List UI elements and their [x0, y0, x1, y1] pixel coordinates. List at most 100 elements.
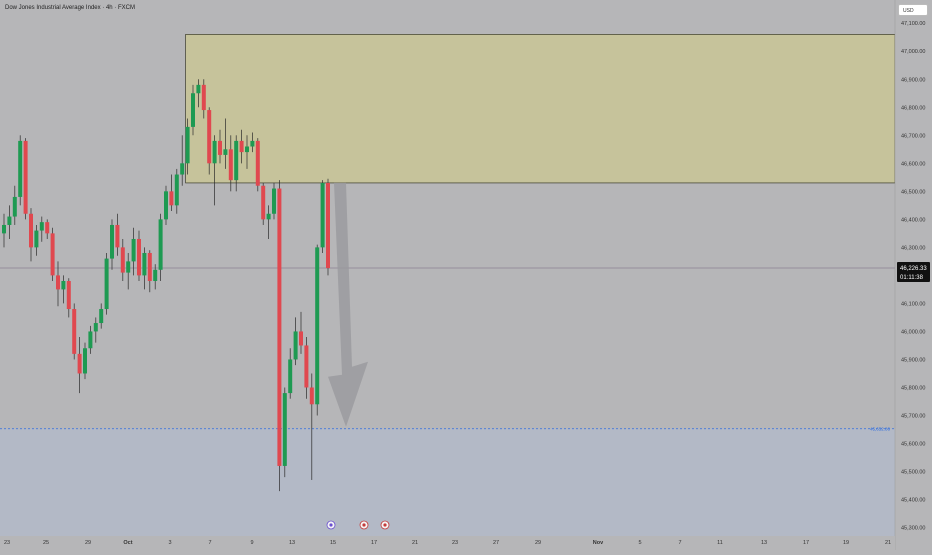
event-marker-icon[interactable]	[326, 520, 336, 530]
x-tick-label: 3	[168, 540, 171, 546]
y-tick-label: 45,600.00	[901, 442, 925, 448]
currency-selector[interactable]: USD	[898, 4, 928, 16]
candle	[277, 180, 282, 492]
y-tick-label: 45,700.00	[901, 414, 925, 420]
candle	[272, 182, 276, 220]
chart-title: Dow Jones Industrial Average Index · 4h …	[5, 5, 135, 11]
supply-zone[interactable]	[185, 34, 896, 184]
candle-body	[137, 238, 141, 276]
candle-body	[66, 281, 71, 310]
candle-body	[83, 348, 87, 374]
candle-body	[250, 140, 255, 147]
candle-body	[131, 238, 136, 262]
y-tick-label: 47,000.00	[901, 49, 925, 55]
candle-body	[266, 213, 271, 220]
lower-zone-shading	[0, 428, 895, 550]
candle	[223, 118, 228, 169]
candle	[142, 247, 147, 290]
candle-body	[126, 261, 131, 273]
candle	[304, 337, 309, 399]
y-tick-label: 45,300.00	[901, 526, 925, 532]
candle-body	[261, 185, 266, 220]
candle-body	[88, 331, 93, 349]
y-tick-label: 46,600.00	[901, 161, 925, 167]
candle-body	[61, 281, 66, 290]
event-marker-dot	[383, 523, 387, 527]
x-tick-label: 13	[761, 540, 767, 546]
x-tick-label: 23	[452, 540, 458, 546]
candle	[45, 219, 50, 239]
candle	[77, 337, 82, 394]
candle	[266, 205, 271, 239]
candle	[255, 138, 260, 192]
time-axis[interactable]	[0, 536, 895, 550]
candle-body	[12, 196, 17, 217]
y-tick-label: 46,400.00	[901, 217, 925, 223]
candle	[180, 135, 185, 186]
event-marker-icon[interactable]	[359, 520, 369, 530]
candle	[126, 252, 131, 290]
candle-body	[153, 269, 158, 282]
candle	[158, 213, 163, 282]
candle-body	[272, 188, 276, 214]
candle-body	[234, 140, 239, 181]
x-tick-label: 13	[289, 540, 295, 546]
x-tick-label: 15	[330, 540, 336, 546]
target-price-label: 45,652.86	[870, 427, 891, 432]
candle-body	[326, 182, 330, 269]
candle-body	[218, 140, 222, 155]
candle-body	[304, 345, 309, 388]
candle-body	[2, 224, 6, 234]
candle-body	[223, 149, 228, 155]
x-tick-label: 5	[638, 540, 641, 546]
candle	[261, 182, 266, 225]
candle-body	[320, 182, 325, 248]
candle-body	[185, 126, 190, 164]
candle	[288, 348, 293, 399]
current-price-label: 46,226.33	[900, 266, 927, 272]
candle	[39, 216, 44, 242]
x-tick-label: Nov	[593, 540, 604, 546]
candle	[137, 230, 141, 282]
candle-body	[288, 359, 293, 394]
candle	[153, 264, 158, 290]
candle	[147, 250, 152, 293]
y-tick-label: 46,900.00	[901, 77, 925, 83]
candle-body	[29, 213, 33, 248]
x-tick-label: 9	[250, 540, 253, 546]
x-tick-label: 7	[678, 540, 681, 546]
candle	[110, 219, 114, 270]
candle-body	[50, 233, 55, 276]
candle	[201, 79, 206, 119]
y-tick-label: 46,100.00	[901, 301, 925, 307]
candle	[83, 342, 87, 380]
y-tick-label: 46,800.00	[901, 105, 925, 111]
candle	[18, 135, 23, 206]
candle	[120, 238, 125, 282]
projection-arrow[interactable]	[328, 182, 368, 427]
x-tick-label: 21	[885, 540, 891, 546]
x-tick-label: 19	[843, 540, 849, 546]
candle-body	[158, 219, 163, 270]
event-marker-icon[interactable]	[380, 520, 390, 530]
y-tick-label: 47,100.00	[901, 21, 925, 27]
x-tick-label: 23	[4, 540, 10, 546]
candle	[245, 135, 249, 169]
candle-body	[104, 258, 109, 310]
candle-body	[99, 309, 104, 324]
y-tick-label: 46,700.00	[901, 133, 925, 139]
candle	[191, 84, 195, 136]
candle	[104, 252, 109, 315]
x-tick-label: 21	[412, 540, 418, 546]
candle-body	[299, 331, 303, 346]
candle	[320, 180, 325, 253]
candle-body	[7, 216, 12, 225]
candle-body	[212, 140, 217, 164]
candle	[185, 118, 190, 175]
x-tick-label: 27	[493, 540, 499, 546]
candle-body	[56, 275, 60, 290]
candle-body	[180, 163, 185, 175]
y-tick-label: 45,400.00	[901, 498, 925, 504]
